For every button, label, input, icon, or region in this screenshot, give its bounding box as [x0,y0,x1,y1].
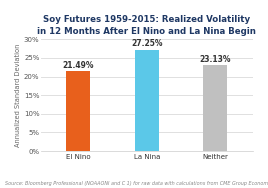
Text: 23.13%: 23.13% [200,55,231,64]
Bar [203,65,227,151]
Y-axis label: Annualized Standard Deviation: Annualized Standard Deviation [15,43,21,147]
Bar [66,71,90,151]
Text: 21.49%: 21.49% [63,61,94,70]
Title: Soy Futures 1959-2015: Realized Volatility
in 12 Months After El Nino and La Nin: Soy Futures 1959-2015: Realized Volatili… [38,15,256,36]
Bar [135,50,159,151]
Text: 27.25%: 27.25% [131,39,163,49]
Text: Source: Bloomberg Professional (NOAAONI and C 1) for raw data with calculations : Source: Bloomberg Professional (NOAAONI … [5,181,268,186]
